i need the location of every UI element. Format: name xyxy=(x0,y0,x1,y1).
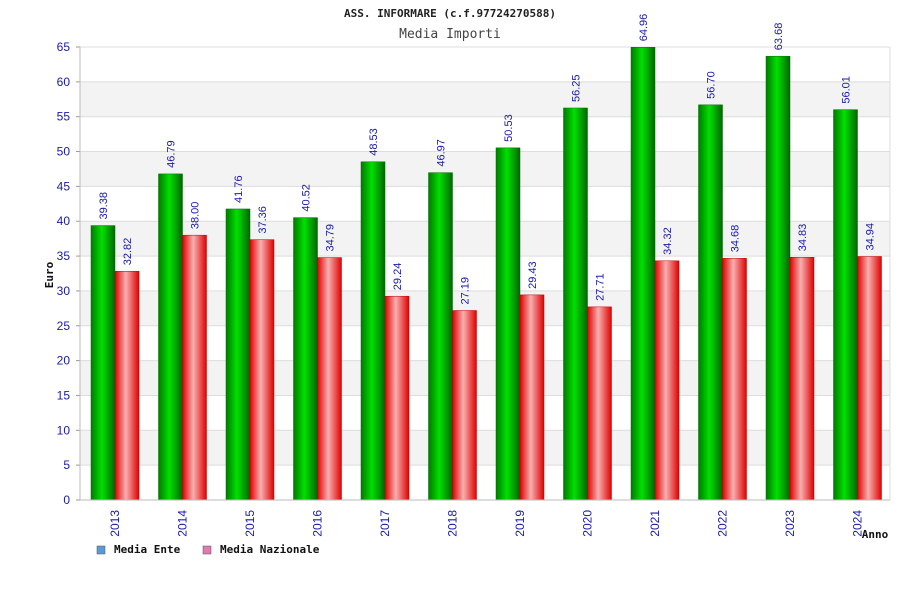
bar-media-nazionale-2015 xyxy=(249,239,275,501)
bar-media-ente-2013 xyxy=(90,225,116,501)
x-tick-label-2015: 2015 xyxy=(243,510,257,537)
value-label-media-nazionale-2020: 27.71 xyxy=(595,273,607,301)
legend-label-media-ente: Media Ente xyxy=(114,543,181,556)
bar-media-ente-2018 xyxy=(428,172,453,501)
x-tick-label-2013: 2013 xyxy=(108,510,122,537)
value-label-media-nazionale-2017: 29.24 xyxy=(392,263,404,291)
value-label-media-nazionale-2013: 32.82 xyxy=(122,238,134,266)
value-label-media-ente-2024: 56.01 xyxy=(841,76,853,104)
y-tick-label: 60 xyxy=(57,75,71,89)
bar-media-ente-2021 xyxy=(630,47,656,501)
value-label-media-nazionale-2018: 27.19 xyxy=(460,277,472,305)
chart-title: ASS. INFORMARE (c.f.97724270588) xyxy=(344,7,556,20)
y-tick-label: 10 xyxy=(57,423,71,437)
value-label-media-ente-2019: 50.53 xyxy=(503,114,515,142)
bar-media-nazionale-2024 xyxy=(857,256,882,501)
bar-media-nazionale-2023 xyxy=(789,257,815,501)
value-label-media-ente-2013: 39.38 xyxy=(98,192,110,220)
value-label-media-nazionale-2015: 37.36 xyxy=(257,206,269,234)
value-label-media-nazionale-2023: 34.83 xyxy=(797,224,809,252)
bar-media-ente-2022 xyxy=(698,104,723,501)
x-tick-label-2018: 2018 xyxy=(446,510,460,537)
x-axis-ticks: 2013 2014 2015 2016 2017 2018 2019 2020 2021 2022… xyxy=(108,510,865,537)
y-tick-label: 50 xyxy=(57,145,71,159)
legend-swatch-media-nazionale xyxy=(202,545,212,555)
value-label-media-nazionale-2014: 38.00 xyxy=(190,202,202,230)
bar-media-nazionale-2022 xyxy=(722,258,747,501)
value-labels: 39.38 32.82 46.79 38.00 41.76 37.36 40.52 34.79… xyxy=(98,14,877,305)
x-tick-label-2023: 2023 xyxy=(783,510,797,537)
bar-media-nazionale-2016 xyxy=(317,257,342,501)
y-axis-title: Euro xyxy=(43,261,56,288)
grid-band xyxy=(80,290,890,326)
value-label-media-nazionale-2022: 34.68 xyxy=(730,225,742,253)
bar-media-nazionale-2014 xyxy=(182,234,207,501)
y-tick-label: 30 xyxy=(57,284,71,298)
value-label-media-ente-2020: 56.25 xyxy=(571,74,583,102)
bar-media-ente-2023 xyxy=(765,55,791,501)
grid-band xyxy=(80,360,890,396)
x-tick-label-2020: 2020 xyxy=(581,510,595,537)
x-axis-title: Anno xyxy=(862,528,889,541)
grid-band xyxy=(80,221,890,257)
value-label-media-ente-2022: 56.70 xyxy=(706,71,718,99)
x-tick-label-2017: 2017 xyxy=(378,510,392,537)
grid-bands xyxy=(80,81,890,466)
value-label-media-nazionale-2019: 29.43 xyxy=(527,261,539,289)
legend: Media Ente Media Nazionale xyxy=(96,543,320,556)
y-tick-label: 20 xyxy=(57,354,71,368)
grid-lines xyxy=(76,46,891,501)
bar-media-ente-2017 xyxy=(360,161,386,501)
value-label-media-ente-2016: 40.52 xyxy=(301,184,313,212)
value-label-media-ente-2015: 41.76 xyxy=(233,175,245,203)
bar-media-ente-2024 xyxy=(833,109,858,501)
value-label-media-ente-2017: 48.53 xyxy=(368,128,380,156)
y-tick-label: 25 xyxy=(57,319,71,333)
x-tick-label-2014: 2014 xyxy=(176,510,190,537)
value-label-media-ente-2023: 63.68 xyxy=(773,23,785,51)
grid-band xyxy=(80,430,890,466)
bar-media-nazionale-2017 xyxy=(384,295,410,501)
y-tick-label: 55 xyxy=(57,110,71,124)
y-axis-ticks: 0 5 10 15 20 25 30 35 40 45 50 55 60 65 xyxy=(57,40,71,507)
x-tick-label-2024: 2024 xyxy=(851,510,865,537)
bar-media-nazionale-2020 xyxy=(587,306,612,501)
value-label-media-nazionale-2016: 34.79 xyxy=(325,224,337,252)
bar-media-ente-2019 xyxy=(495,147,521,501)
bar-media-ente-2015 xyxy=(225,208,251,501)
bar-media-nazionale-2021 xyxy=(654,260,680,501)
value-label-media-ente-2014: 46.79 xyxy=(166,140,178,168)
bar-media-nazionale-2018 xyxy=(452,310,477,501)
chart-subtitle: Media Importi xyxy=(399,27,501,42)
x-tick-label-2019: 2019 xyxy=(513,510,527,537)
bar-media-ente-2016 xyxy=(293,217,318,501)
y-tick-label: 35 xyxy=(57,249,71,263)
y-tick-label: 5 xyxy=(63,458,70,472)
y-tick-label: 15 xyxy=(57,388,71,402)
y-tick-label: 65 xyxy=(57,40,71,54)
x-tick-label-2016: 2016 xyxy=(311,510,325,537)
x-tick-label-2021: 2021 xyxy=(648,510,662,537)
bar-media-ente-2014 xyxy=(158,173,183,501)
legend-label-media-nazionale: Media Nazionale xyxy=(220,543,320,556)
bar-media-nazionale-2013 xyxy=(114,271,140,501)
legend-swatch-media-ente xyxy=(96,545,106,555)
y-tick-label: 0 xyxy=(63,493,70,507)
value-label-media-nazionale-2021: 34.32 xyxy=(662,227,674,255)
value-label-media-ente-2021: 64.96 xyxy=(638,14,650,42)
y-tick-label: 40 xyxy=(57,214,71,228)
value-label-media-nazionale-2024: 34.94 xyxy=(865,223,877,251)
grid-band xyxy=(80,81,890,117)
y-tick-label: 45 xyxy=(57,179,71,193)
grid-band xyxy=(80,151,890,187)
x-tick-label-2022: 2022 xyxy=(716,510,730,537)
value-label-media-ente-2018: 46.97 xyxy=(436,139,448,167)
bar-media-nazionale-2019 xyxy=(519,294,545,501)
bar-media-ente-2020 xyxy=(563,107,588,501)
